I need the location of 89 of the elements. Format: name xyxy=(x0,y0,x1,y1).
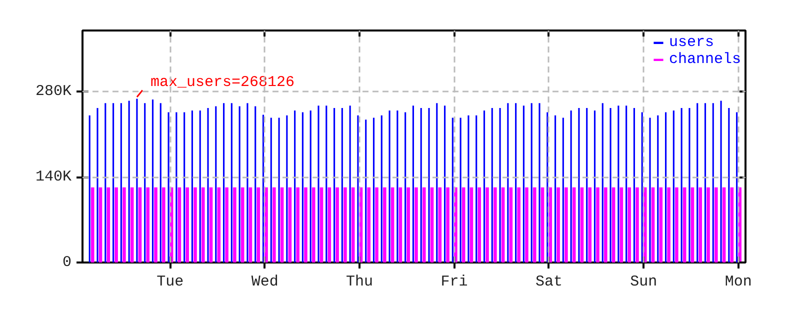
bar xyxy=(162,187,166,262)
bar xyxy=(351,187,355,262)
bar xyxy=(225,187,228,262)
bar xyxy=(233,187,236,262)
x-tick-label: Wed xyxy=(251,274,278,290)
bar xyxy=(146,187,150,262)
legend-label: channels xyxy=(668,51,741,68)
bar xyxy=(675,187,678,262)
bar xyxy=(328,187,332,262)
bar xyxy=(178,187,182,262)
bar xyxy=(154,187,158,262)
bar xyxy=(651,187,655,262)
bar xyxy=(414,187,418,262)
bar xyxy=(486,187,489,262)
bar xyxy=(122,187,126,262)
bar xyxy=(620,187,624,262)
bar xyxy=(201,187,205,262)
bar xyxy=(532,187,536,262)
bar xyxy=(698,187,702,262)
bar xyxy=(367,187,371,262)
bar xyxy=(596,187,600,262)
bar xyxy=(382,187,386,262)
bar xyxy=(628,187,631,262)
bar xyxy=(730,187,734,262)
bar xyxy=(320,187,324,262)
bar xyxy=(217,187,221,262)
bar xyxy=(493,187,497,262)
bar xyxy=(612,187,616,262)
bar xyxy=(272,187,276,262)
bar xyxy=(390,187,394,262)
bar xyxy=(714,187,718,262)
bar xyxy=(478,187,482,262)
bar xyxy=(194,187,197,262)
bar xyxy=(446,187,450,262)
bar xyxy=(248,187,252,262)
bar xyxy=(256,187,260,262)
y-tick-label: 0 xyxy=(62,254,72,271)
x-tick-label: Sun xyxy=(630,274,658,290)
bar xyxy=(336,187,339,262)
x-tick-label: Mon xyxy=(724,274,752,290)
bar xyxy=(106,187,110,262)
bar xyxy=(375,187,378,262)
x-tick-label: Tue xyxy=(156,274,184,290)
bar xyxy=(501,187,505,262)
bar xyxy=(312,187,316,262)
x-tick-label: Sat xyxy=(535,274,562,290)
bar xyxy=(517,187,520,262)
bar xyxy=(682,187,686,262)
bar xyxy=(209,187,213,262)
bar xyxy=(667,187,670,262)
bar xyxy=(344,187,347,262)
bar xyxy=(422,187,426,262)
bar xyxy=(556,187,560,262)
legend-label: users xyxy=(668,34,714,51)
bar xyxy=(564,187,568,262)
bar xyxy=(690,187,694,262)
bar xyxy=(90,187,94,262)
bar xyxy=(138,187,142,262)
bar xyxy=(525,187,528,262)
x-tick-label: Thu xyxy=(346,274,374,290)
bar xyxy=(722,187,726,262)
bar xyxy=(659,187,663,262)
y-tick-label: 140K xyxy=(35,168,72,186)
y-tick-label: 280K xyxy=(35,83,72,100)
bar xyxy=(509,187,513,262)
bar xyxy=(636,187,639,262)
bar xyxy=(114,187,118,262)
bar xyxy=(186,187,189,262)
bar xyxy=(288,187,292,262)
bar xyxy=(462,187,466,262)
bar xyxy=(604,187,608,262)
bar xyxy=(540,187,544,262)
bar xyxy=(280,187,284,262)
bar xyxy=(706,187,710,262)
bar xyxy=(470,187,474,262)
bar xyxy=(240,187,244,262)
annotation: max_users=268126 xyxy=(150,74,295,91)
x-tick-label: Fri xyxy=(440,274,468,290)
bar xyxy=(580,187,584,262)
bar xyxy=(130,187,134,262)
bar xyxy=(438,187,442,262)
bar xyxy=(572,187,576,262)
bar xyxy=(304,187,308,262)
bar xyxy=(296,187,300,262)
bar xyxy=(588,187,592,262)
bar xyxy=(398,187,402,262)
bar xyxy=(406,187,410,262)
bar xyxy=(98,187,102,262)
bar xyxy=(430,187,434,262)
